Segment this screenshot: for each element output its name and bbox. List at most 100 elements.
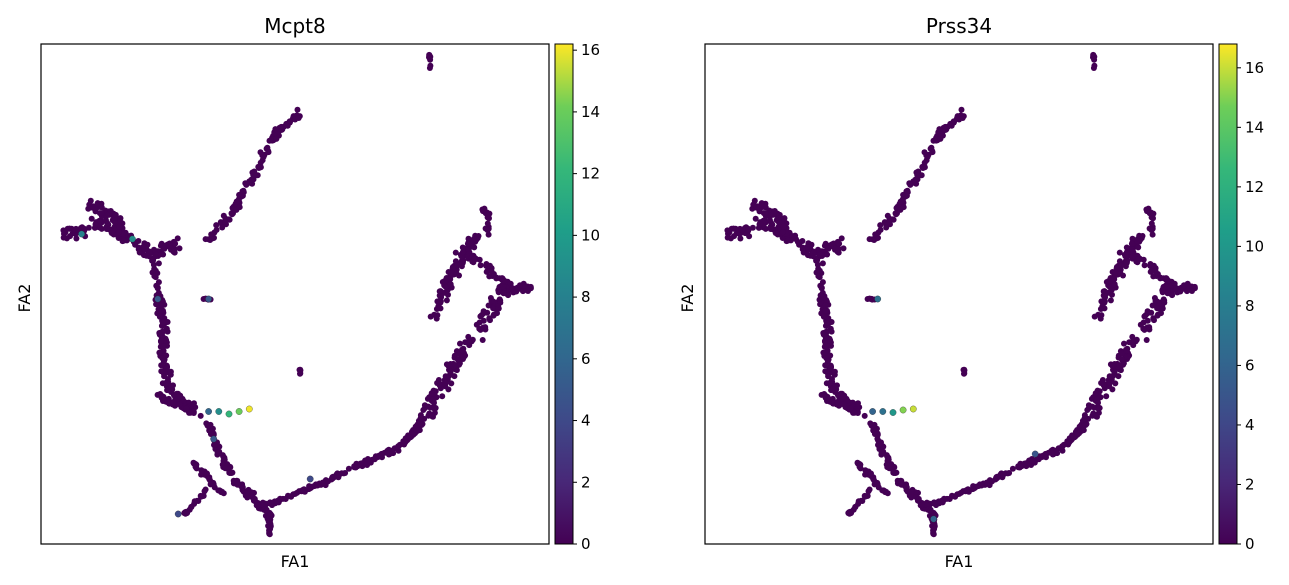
cell-point — [240, 187, 247, 194]
expressing-cell-point — [210, 435, 218, 443]
expressing-cell-point — [1031, 450, 1039, 458]
cell-point — [121, 237, 127, 244]
cell-point — [760, 217, 767, 224]
cell-point — [936, 126, 943, 133]
cell-point — [499, 275, 506, 282]
expressing-cell-point — [869, 408, 876, 415]
cell-point — [1163, 275, 1170, 282]
cell-point — [158, 307, 165, 314]
cell-point — [1128, 240, 1135, 247]
colorbar-tick-label: 2 — [581, 473, 591, 491]
cell-point — [457, 340, 463, 347]
cell-point — [362, 461, 368, 468]
cell-point — [176, 245, 183, 252]
cell-point — [471, 244, 478, 251]
cell-point — [822, 307, 829, 314]
cell-point — [60, 227, 67, 234]
cell-point — [445, 362, 452, 369]
cell-point — [753, 203, 760, 210]
cell-point — [772, 230, 779, 236]
cell-point — [799, 244, 806, 251]
cell-point — [485, 302, 492, 309]
cell-point — [427, 53, 434, 60]
cell-point — [1169, 292, 1176, 299]
cell-point — [448, 269, 455, 276]
cell-point — [170, 248, 177, 255]
cell-point — [881, 488, 888, 495]
cell-point — [198, 493, 204, 500]
cell-point — [280, 495, 286, 502]
cell-point — [1096, 405, 1103, 411]
colorbar-tick-label: 14 — [1245, 118, 1264, 136]
cell-point — [904, 187, 911, 194]
cell-point — [243, 181, 250, 188]
cell-point — [158, 362, 165, 369]
cell-point — [345, 465, 352, 472]
cell-point — [1116, 362, 1123, 369]
cell-point — [823, 319, 830, 326]
cell-point — [443, 297, 450, 304]
cell-point — [1109, 276, 1116, 282]
cell-point — [1154, 305, 1161, 312]
cell-point — [899, 197, 906, 204]
cell-point — [852, 504, 859, 511]
cell-point — [1059, 443, 1066, 450]
cell-point — [417, 415, 424, 422]
cell-point — [159, 319, 166, 326]
cell-point — [1084, 407, 1091, 413]
cell-point — [163, 365, 170, 372]
cell-point — [1150, 215, 1156, 222]
cell-point — [521, 282, 528, 289]
cell-point — [164, 319, 171, 325]
cell-point — [453, 270, 460, 277]
cell-point — [1151, 317, 1157, 324]
cell-point — [868, 470, 874, 477]
cell-point — [490, 312, 497, 319]
cell-point — [273, 135, 280, 142]
cell-point — [385, 450, 391, 457]
expressing-cell-point — [154, 295, 162, 303]
cell-point — [1112, 380, 1119, 387]
cell-point — [858, 497, 865, 504]
panel-title: Prss34 — [926, 14, 992, 38]
cell-point — [155, 279, 162, 286]
cell-point — [1000, 471, 1007, 478]
cell-point — [1082, 422, 1089, 428]
cell-point — [213, 222, 220, 229]
cell-point — [814, 257, 821, 264]
cell-point — [447, 369, 454, 376]
cell-point — [228, 470, 235, 476]
colorbar-tick-label: 8 — [581, 288, 591, 306]
cell-point — [168, 384, 175, 391]
cell-point — [824, 251, 831, 258]
cell-point — [187, 409, 194, 416]
cell-point — [951, 118, 958, 125]
expressing-cell-point — [889, 409, 897, 416]
cell-point — [156, 331, 163, 338]
cell-point — [1173, 285, 1180, 292]
colorbar-tick-label: 0 — [581, 535, 591, 553]
cell-point — [832, 384, 839, 391]
cell-point — [869, 236, 876, 243]
cell-point — [183, 405, 190, 412]
cell-point — [821, 338, 828, 344]
cell-point — [219, 224, 226, 231]
cell-point — [745, 225, 751, 232]
cell-point — [800, 249, 807, 256]
cell-point — [176, 401, 183, 408]
cell-point — [202, 486, 209, 493]
cell-point — [1121, 340, 1127, 347]
cell-point — [191, 400, 197, 407]
cell-point — [154, 284, 161, 291]
cell-point — [1117, 270, 1124, 277]
cell-point — [255, 163, 262, 170]
cell-point — [248, 176, 255, 183]
cell-point — [267, 511, 274, 518]
colorbar: 0 2 4 6 8 10 12 14 16 — [1218, 43, 1264, 553]
cell-point — [951, 493, 958, 500]
y-axis-label: FA2 — [678, 284, 697, 313]
cell-point — [776, 211, 783, 218]
cell-point — [197, 412, 204, 419]
expressing-cell-point — [306, 475, 314, 483]
cell-point — [66, 225, 73, 232]
